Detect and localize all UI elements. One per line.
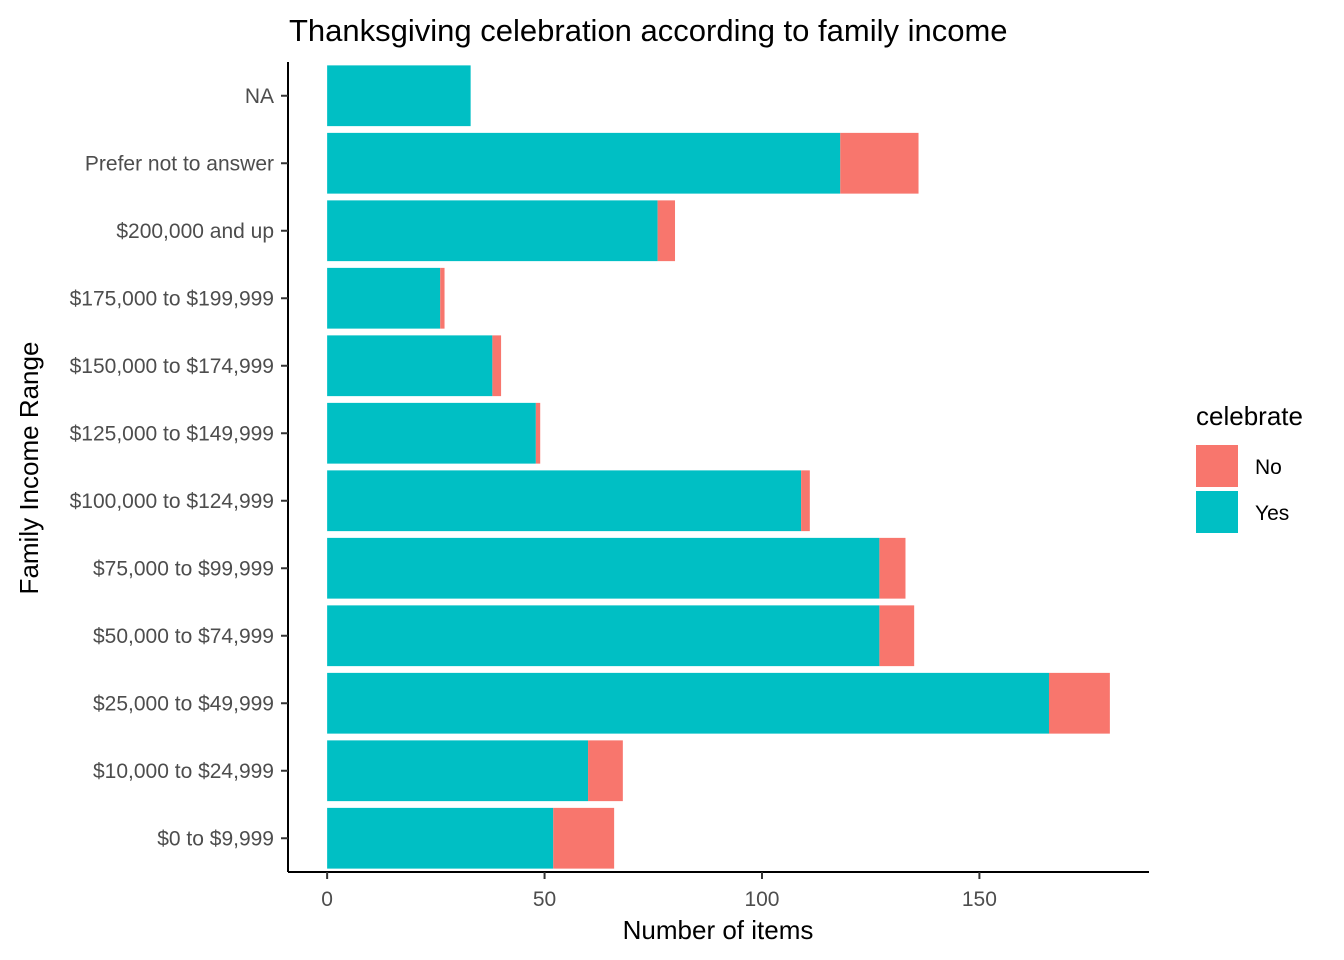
legend-label-yes: Yes (1255, 502, 1289, 525)
bar-yes (327, 537, 880, 599)
bar-no (535, 402, 541, 464)
y-axis: $0 to $9,999 $10,000 to $24,999 $25,000 to… (70, 62, 289, 872)
y-tick-label: NA (245, 85, 274, 108)
x-axis: 0 50 100 150 (288, 871, 1149, 911)
bar-no (840, 132, 919, 194)
bar-yes (327, 807, 554, 869)
bar-no (879, 605, 915, 667)
bar-yes (327, 200, 658, 262)
y-tick-label: $25,000 to $49,999 (93, 692, 274, 715)
bar-no (440, 267, 445, 329)
x-tick-label: 100 (744, 888, 779, 911)
y-tick-label: $10,000 to $24,999 (93, 760, 274, 783)
bar-no (1048, 672, 1110, 734)
legend-key-no (1196, 445, 1238, 487)
x-tick-label: 50 (533, 888, 556, 911)
x-tick-label: 150 (962, 888, 997, 911)
bar-yes (327, 740, 589, 802)
y-tick-label: $100,000 to $124,999 (70, 490, 274, 513)
y-axis-title: Family Income Range (14, 342, 44, 595)
chart-title: Thanksgiving celebration according to fa… (289, 13, 1008, 48)
y-tick-label: $75,000 to $99,999 (93, 557, 274, 580)
x-axis-title: Number of items (623, 915, 814, 945)
bar-no (553, 807, 615, 869)
bar-no (588, 740, 623, 802)
bar-yes (327, 605, 880, 667)
bar-no (657, 200, 676, 262)
bar-yes (327, 65, 471, 127)
legend-title: celebrate (1196, 401, 1303, 431)
bar-yes (327, 402, 536, 464)
bar-no (879, 537, 906, 599)
y-tick-label: $150,000 to $174,999 (70, 355, 274, 378)
legend: celebrate No Yes (1196, 401, 1303, 533)
bar-no (492, 335, 502, 397)
y-tick-label: $0 to $9,999 (157, 827, 274, 850)
y-tick-label: $175,000 to $199,999 (70, 287, 274, 310)
bar-yes (327, 267, 441, 329)
legend-label-no: No (1255, 456, 1282, 479)
y-tick-label: $125,000 to $149,999 (70, 422, 274, 445)
y-tick-label: Prefer not to answer (85, 152, 274, 175)
bar-yes (327, 335, 493, 397)
bars-layer (327, 65, 1110, 869)
y-tick-label: $50,000 to $74,999 (93, 625, 274, 648)
x-tick-label: 0 (321, 888, 333, 911)
bar-yes (327, 470, 802, 532)
bar-yes (327, 672, 1049, 734)
bar-yes (327, 132, 841, 194)
bar-no (801, 470, 810, 532)
y-tick-label: $200,000 and up (116, 220, 274, 243)
legend-key-yes (1196, 491, 1238, 533)
